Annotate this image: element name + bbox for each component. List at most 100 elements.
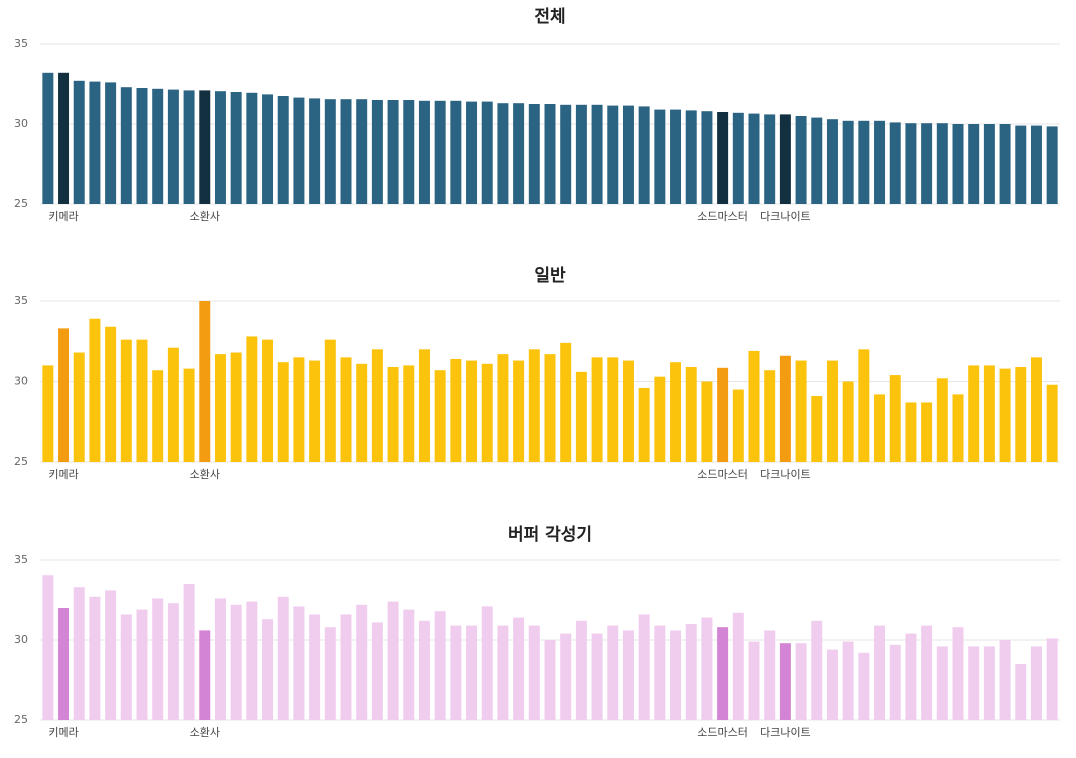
bar bbox=[246, 336, 258, 462]
bar bbox=[701, 617, 713, 720]
bar bbox=[591, 357, 603, 462]
bar bbox=[42, 72, 54, 204]
bar bbox=[591, 633, 603, 720]
bar bbox=[371, 622, 383, 720]
bar bbox=[371, 100, 383, 204]
x-tick-label: 키메라 bbox=[48, 726, 78, 739]
bar bbox=[842, 381, 854, 462]
bar bbox=[983, 365, 995, 462]
bar bbox=[183, 368, 195, 462]
bar bbox=[183, 584, 195, 720]
bar bbox=[167, 347, 179, 462]
x-tick-label: 소환사 bbox=[190, 210, 220, 223]
y-tick-label: 25 bbox=[14, 455, 28, 468]
chart-title: 버퍼 각성기 bbox=[508, 525, 592, 545]
bar bbox=[921, 402, 933, 462]
bar bbox=[497, 103, 509, 204]
bar bbox=[764, 370, 776, 462]
bar bbox=[434, 100, 446, 204]
bar bbox=[120, 614, 132, 720]
bar bbox=[466, 101, 478, 204]
bar bbox=[58, 608, 70, 720]
x-tick-label: 키메라 bbox=[48, 468, 78, 481]
y-tick-label: 30 bbox=[14, 117, 28, 130]
bar bbox=[152, 598, 164, 720]
bar bbox=[324, 627, 336, 720]
bar bbox=[1046, 126, 1058, 204]
bar bbox=[685, 624, 697, 720]
bar bbox=[481, 606, 493, 720]
bar bbox=[42, 575, 54, 720]
bar bbox=[811, 117, 823, 204]
bar bbox=[58, 72, 70, 204]
bar bbox=[921, 123, 933, 204]
bar bbox=[73, 352, 85, 462]
bar bbox=[466, 360, 478, 462]
bar bbox=[450, 358, 462, 462]
bar bbox=[670, 630, 682, 720]
y-tick-label: 30 bbox=[14, 375, 28, 388]
bar bbox=[811, 395, 823, 462]
bar bbox=[983, 646, 995, 720]
bar bbox=[293, 97, 305, 204]
bar bbox=[324, 339, 336, 462]
bar bbox=[309, 360, 321, 462]
bar bbox=[732, 112, 744, 204]
bar bbox=[764, 630, 776, 720]
bar bbox=[466, 625, 478, 720]
bar bbox=[544, 640, 556, 720]
bar bbox=[874, 120, 886, 204]
y-tick-label: 35 bbox=[14, 553, 28, 566]
bar bbox=[560, 104, 572, 204]
bar bbox=[779, 355, 791, 462]
bar bbox=[622, 630, 634, 720]
bar bbox=[858, 349, 870, 462]
bar bbox=[199, 301, 211, 462]
bar bbox=[356, 604, 368, 720]
bar bbox=[842, 120, 854, 204]
bar bbox=[513, 103, 525, 204]
bar bbox=[434, 370, 446, 462]
bar bbox=[544, 354, 556, 462]
bar bbox=[42, 365, 54, 462]
x-tick-label: 키메라 bbox=[48, 210, 78, 223]
bar bbox=[340, 99, 352, 204]
bar bbox=[607, 625, 619, 720]
bar bbox=[418, 100, 430, 204]
bar bbox=[199, 90, 211, 204]
bar bbox=[858, 652, 870, 720]
x-tick-label: 다크나이트 bbox=[760, 468, 811, 481]
bar bbox=[403, 100, 415, 204]
bar bbox=[905, 402, 917, 462]
bar bbox=[795, 643, 807, 720]
bar bbox=[654, 625, 666, 720]
bar bbox=[105, 590, 117, 720]
bar bbox=[591, 104, 603, 204]
bar bbox=[874, 625, 886, 720]
bar bbox=[152, 88, 164, 204]
bar bbox=[905, 123, 917, 204]
y-tick-label: 30 bbox=[14, 633, 28, 646]
bar bbox=[779, 643, 791, 720]
bar bbox=[136, 339, 148, 462]
bar bbox=[73, 80, 85, 204]
bar bbox=[356, 99, 368, 204]
bar bbox=[622, 105, 634, 204]
bar bbox=[779, 114, 791, 204]
bar bbox=[544, 104, 556, 204]
bar bbox=[968, 365, 980, 462]
bar bbox=[262, 619, 274, 720]
bar bbox=[403, 365, 415, 462]
bar bbox=[999, 640, 1011, 720]
chart-title: 전체 bbox=[534, 7, 565, 27]
bar bbox=[638, 106, 650, 204]
bar bbox=[685, 367, 697, 462]
bar bbox=[528, 625, 540, 720]
x-tick-label: 다크나이트 bbox=[760, 210, 811, 223]
bar bbox=[638, 387, 650, 462]
bar bbox=[575, 104, 587, 204]
bar bbox=[293, 606, 305, 720]
bar bbox=[387, 367, 399, 462]
bar bbox=[58, 328, 70, 462]
